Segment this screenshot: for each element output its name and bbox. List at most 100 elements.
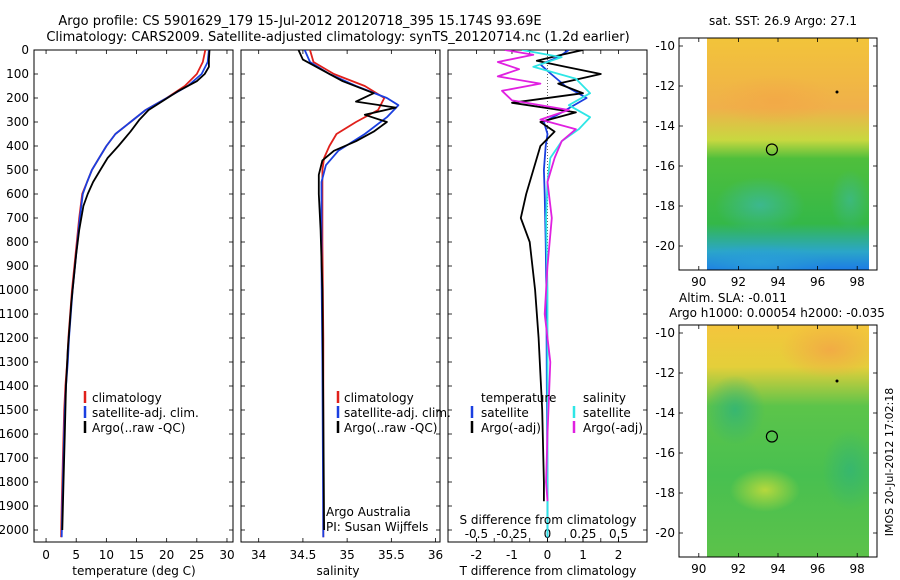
argo-position-marker bbox=[765, 430, 779, 443]
temperature-panel: 0100200300400500600700800900100011001200… bbox=[0, 43, 235, 578]
sla-map-title-2: Argo h1000: 0.00054 h2000: -0.035 bbox=[669, 306, 885, 320]
depth-tick-label: 1300 bbox=[0, 355, 29, 369]
legend-label-argo: Argo(..raw -QC) bbox=[344, 421, 437, 435]
sst-map-ticks: 90 92 94 96 98 -10 -12 -14 -16 -18 -20 bbox=[655, 38, 877, 289]
map-y-tick-label: -18 bbox=[655, 199, 675, 213]
depth-tick-label: 400 bbox=[6, 139, 29, 153]
legend-title-salinity: salinity bbox=[583, 391, 626, 405]
track-point bbox=[835, 90, 839, 94]
depth-tick-label: 1000 bbox=[0, 283, 29, 297]
s-x-tick-label: 0.5 bbox=[609, 527, 628, 541]
profile-line-argo-adj- bbox=[511, 50, 602, 502]
legend-label-satellite: satellite-adj. clim. bbox=[92, 406, 199, 420]
depth-tick-label: 700 bbox=[6, 211, 29, 225]
sst-teal-patch-2 bbox=[830, 170, 869, 230]
credit-line-1: Argo Australia bbox=[326, 505, 411, 519]
map-x-tick-label: 98 bbox=[850, 275, 865, 289]
header-line-2: Climatology: CARS2009. Satellite-adjuste… bbox=[46, 30, 629, 45]
x-tick-label: -2 bbox=[470, 548, 482, 562]
x-tick-label: 34.5 bbox=[290, 548, 317, 562]
profile-line-climatology bbox=[60, 50, 207, 538]
map-x-tick-label: 96 bbox=[810, 562, 825, 576]
sla-yellow-patch bbox=[730, 468, 800, 512]
map-x-tick-label: 94 bbox=[770, 275, 785, 289]
depth-tick-label: 500 bbox=[6, 163, 29, 177]
depth-tick-label: 200 bbox=[6, 91, 29, 105]
map-y-tick-label: -12 bbox=[655, 79, 675, 93]
legend-label-climatology: climatology bbox=[92, 391, 162, 405]
legend-label-argo: Argo(..raw -QC) bbox=[92, 421, 185, 435]
track-point bbox=[835, 379, 839, 383]
x-tick-label: 25 bbox=[189, 548, 204, 562]
x-tick-label: 0 bbox=[544, 548, 552, 562]
legend-label-t-argo: Argo(-adj) bbox=[481, 421, 541, 435]
depth-tick-label: 300 bbox=[6, 115, 29, 129]
profile-line-argo-adj- bbox=[496, 50, 577, 502]
sst-map-title: sat. SST: 26.9 Argo: 27.1 bbox=[709, 14, 857, 28]
salinity-profiles bbox=[297, 50, 400, 538]
map-y-tick-label: -10 bbox=[655, 39, 675, 53]
sla-low-patch bbox=[707, 375, 765, 445]
salinity-x-ticks: 34 34.5 35 35.5 36 bbox=[251, 50, 443, 562]
sla-low-patch-2 bbox=[822, 430, 869, 510]
map-x-tick-label: 90 bbox=[691, 562, 706, 576]
map-x-tick-label: 98 bbox=[850, 562, 865, 576]
x-tick-label: 20 bbox=[159, 548, 174, 562]
x-tick-label: 35.5 bbox=[378, 548, 405, 562]
s-x-tick-label: -0.25 bbox=[496, 527, 527, 541]
depth-tick-label: 2000 bbox=[0, 523, 29, 537]
temperature-profiles bbox=[60, 50, 211, 538]
credit-line-2: PI: Susan Wijffels bbox=[326, 520, 428, 534]
salinity-x-label: salinity bbox=[316, 564, 359, 578]
header-line-1: Argo profile: CS 5901629_179 15-Jul-2012… bbox=[58, 14, 541, 29]
t-difference-label: T difference from climatology bbox=[459, 564, 637, 578]
x-tick-label: 35 bbox=[339, 548, 354, 562]
map-y-tick-label: -14 bbox=[655, 119, 675, 133]
map-x-tick-label: 94 bbox=[770, 562, 785, 576]
depth-tick-label: 1400 bbox=[0, 379, 29, 393]
x-tick-label: 10 bbox=[99, 548, 114, 562]
x-tick-label: 5 bbox=[72, 548, 80, 562]
x-tick-label: 0 bbox=[42, 548, 50, 562]
temperature-x-ticks: 0 5 10 15 20 25 30 bbox=[42, 50, 235, 562]
map-x-tick-label: 96 bbox=[810, 275, 825, 289]
argo-position-marker bbox=[765, 143, 779, 156]
sla-map: Altim. SLA: -0.011 Argo h1000: 0.00054 h… bbox=[655, 291, 885, 576]
s-difference-ticks: -0.5 -0.25 0 0.25 0.5 bbox=[465, 527, 628, 542]
profile-line-satellite-adj-clim- bbox=[60, 50, 210, 538]
imos-timestamp: IMOS 20-Jul-2012 17:02:18 bbox=[883, 388, 896, 537]
legend-label-t-satellite: satellite bbox=[481, 406, 529, 420]
sla-field bbox=[707, 325, 869, 557]
map-x-tick-label: 90 bbox=[691, 275, 706, 289]
map-y-tick-label: -10 bbox=[655, 326, 675, 340]
x-tick-label: 30 bbox=[219, 548, 234, 562]
map-y-tick-label: -16 bbox=[655, 446, 675, 460]
depth-ticks: 0 100 200 300 400 500 600 700 800 900 1000 1100 1200… bbox=[0, 43, 233, 537]
map-x-tick-label: 92 bbox=[731, 275, 746, 289]
map-y-tick-label: -12 bbox=[655, 366, 675, 380]
profile-line-argo-raw-qc- bbox=[297, 50, 397, 531]
difference-legend: temperature satellite Argo(-adj) salinit… bbox=[470, 391, 643, 435]
difference-profiles bbox=[496, 50, 602, 538]
sst-field bbox=[707, 38, 869, 270]
legend-label-s-argo: Argo(-adj) bbox=[583, 421, 643, 435]
profile-line-argo-raw-qc- bbox=[61, 50, 211, 531]
legend-title-temperature: temperature bbox=[481, 391, 556, 405]
legend-label-climatology: climatology bbox=[344, 391, 414, 405]
depth-tick-label: 600 bbox=[6, 187, 29, 201]
map-y-tick-label: -20 bbox=[655, 526, 675, 540]
sla-high-patch bbox=[780, 325, 869, 378]
depth-tick-label: 800 bbox=[6, 235, 29, 249]
difference-depth-ticks bbox=[448, 49, 647, 531]
depth-tick-label: 1800 bbox=[0, 475, 29, 489]
depth-tick-label: 1200 bbox=[0, 331, 29, 345]
difference-panel: -2 -1 0 1 2 -0.5 -0.25 0 0.25 0.5 T difference f… bbox=[447, 49, 648, 578]
x-tick-label: 36 bbox=[428, 548, 443, 562]
sst-field-base bbox=[707, 38, 869, 270]
x-tick-label: 15 bbox=[129, 548, 144, 562]
temperature-axes-frame bbox=[33, 49, 234, 543]
sst-teal-patch bbox=[715, 177, 805, 233]
x-tick-label: -1 bbox=[506, 548, 518, 562]
legend-label-satellite: satellite-adj. clim. bbox=[344, 406, 451, 420]
